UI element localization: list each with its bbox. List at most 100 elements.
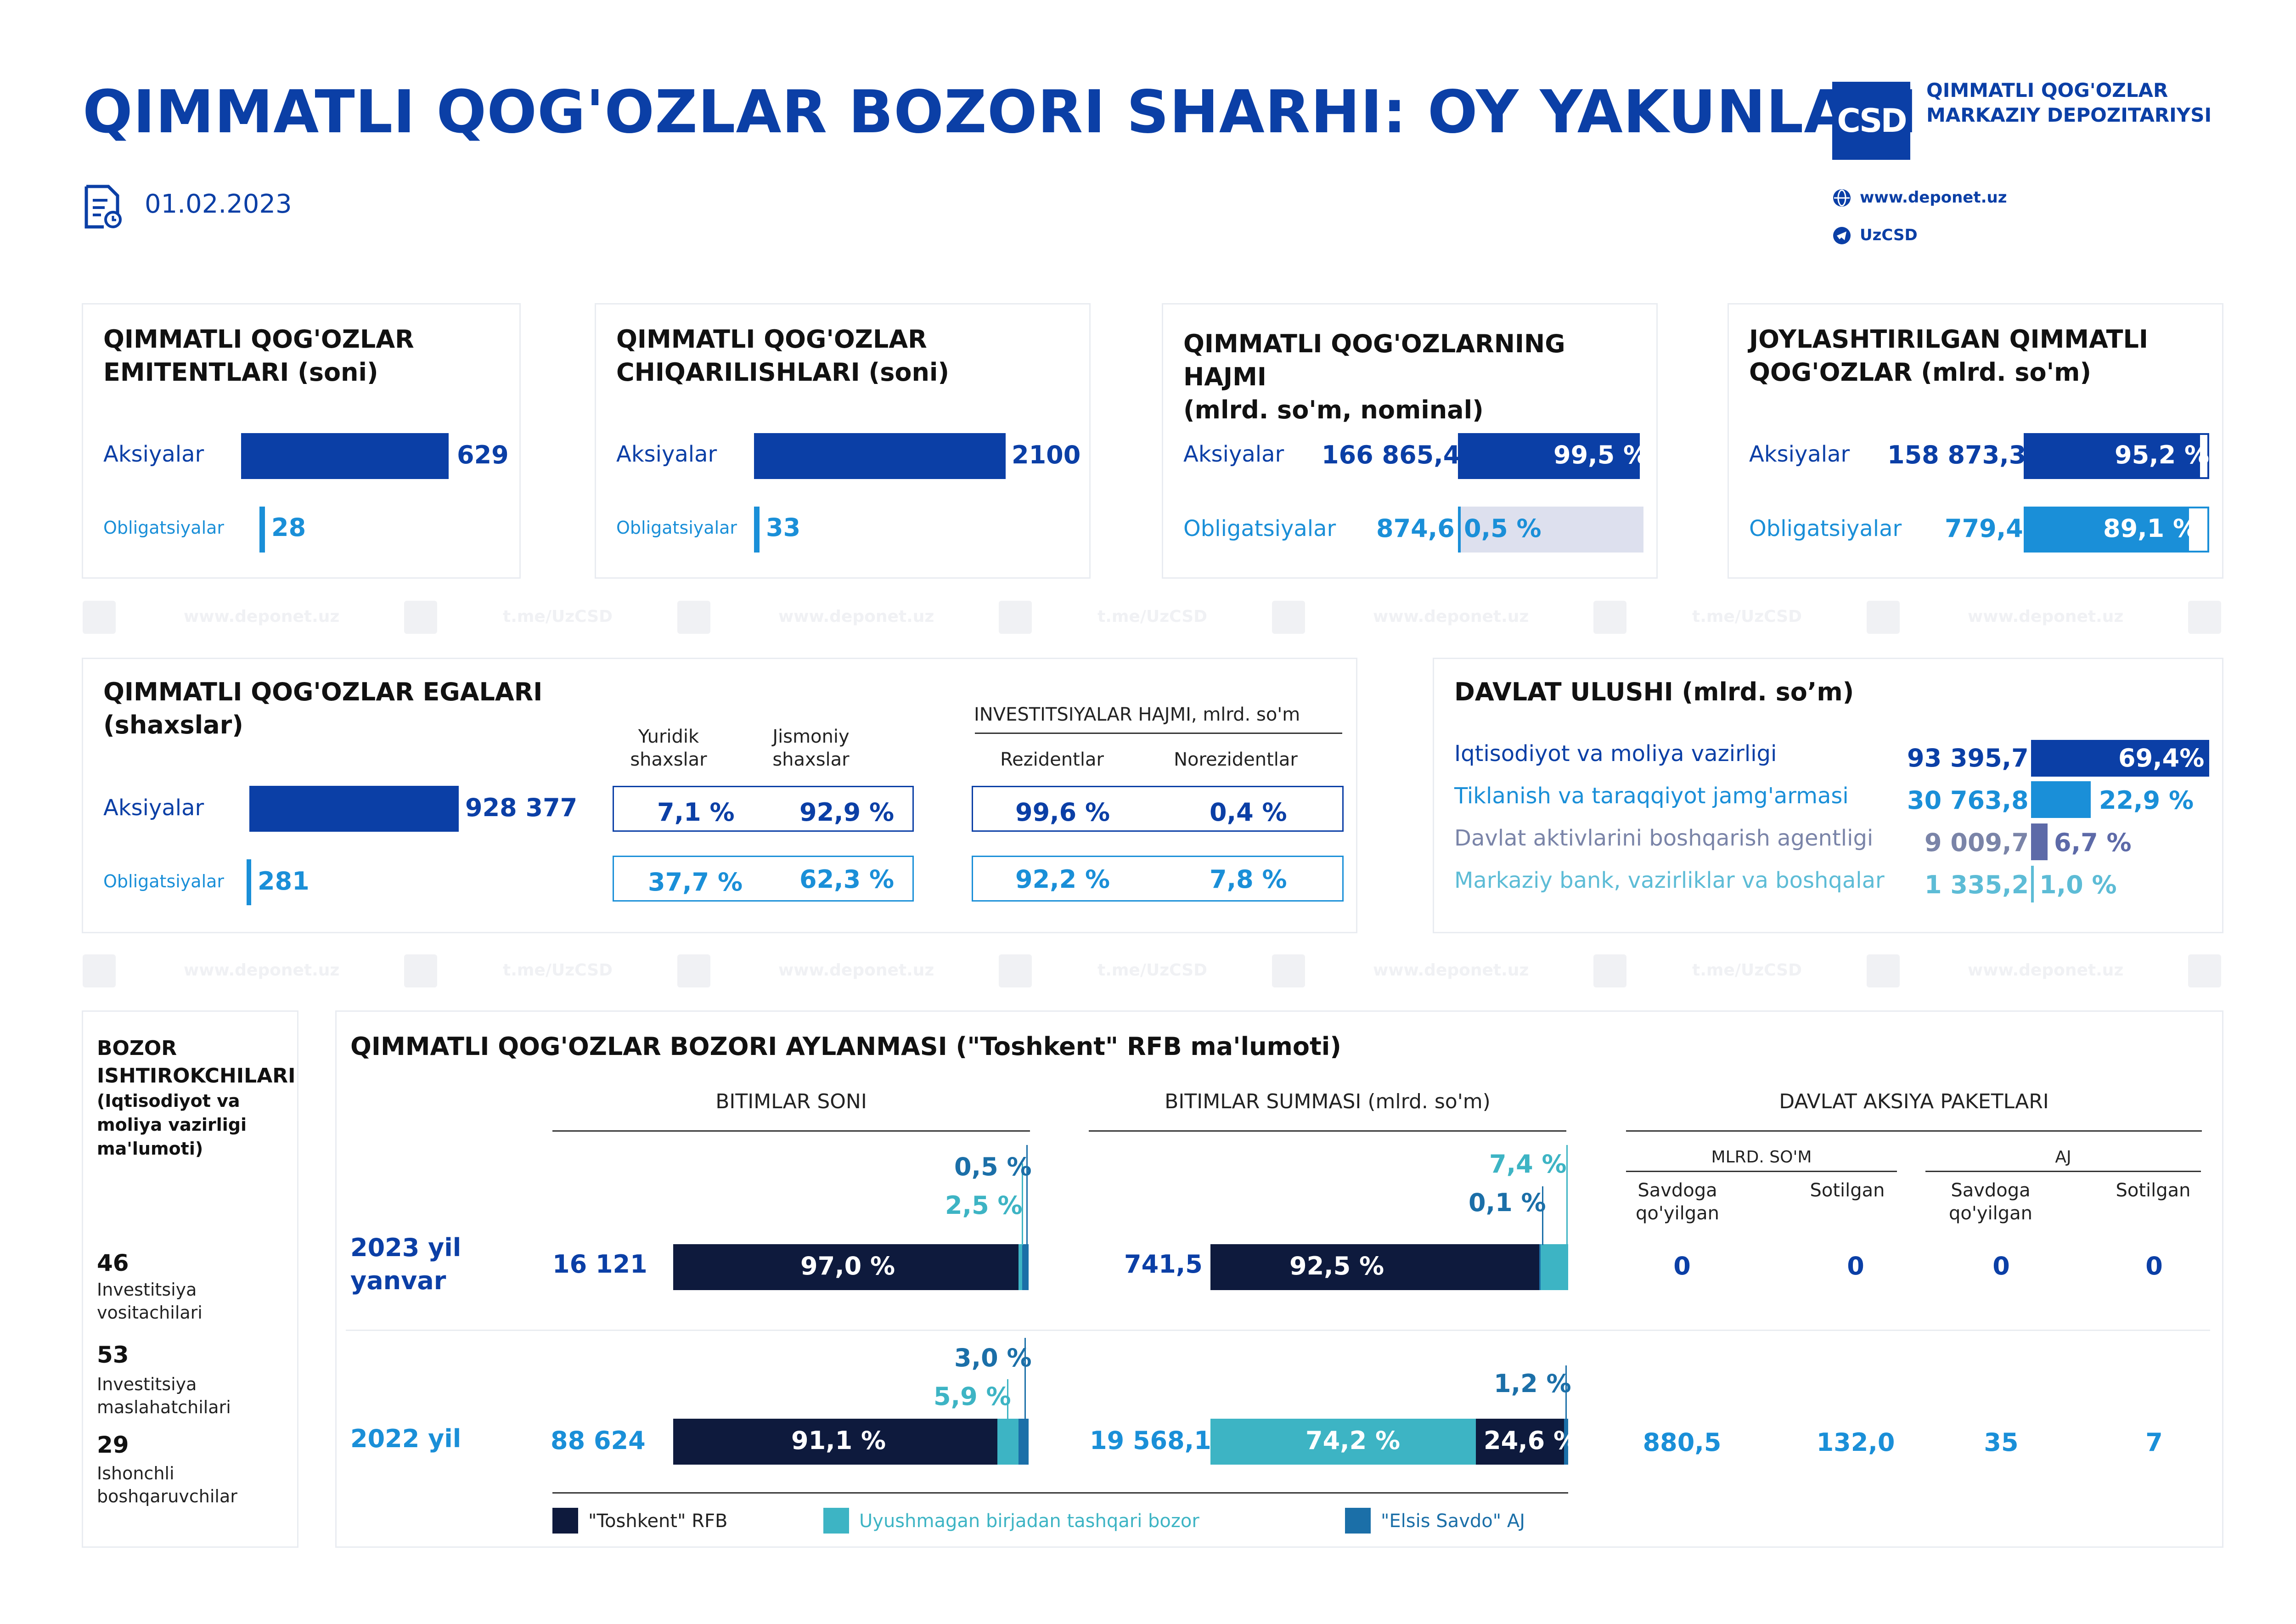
website-link[interactable]: www.deponet.uz <box>1860 188 2007 207</box>
legend-swatch-elsis <box>1345 1508 1371 1534</box>
owners-bonds-value: 281 <box>258 867 310 896</box>
report-date: 01.02.2023 <box>145 189 292 219</box>
org-name-line2: MARKAZIY DEPOZITARIYSI <box>1926 104 2212 126</box>
state-row-bar <box>2031 740 2209 777</box>
owners-shares-legal: 7,1 % <box>657 798 735 827</box>
state-aj-offered: 0 <box>1992 1252 2010 1280</box>
col-offered-header: Savdoga qo'yilgan <box>1635 1180 1719 1224</box>
sum-otc-pct: 74,2 % <box>1306 1426 1401 1455</box>
placed-bonds-value: 779,4 <box>1945 514 2023 543</box>
state-row-bar <box>2031 781 2091 818</box>
legend-rule <box>552 1492 1568 1494</box>
state-aj-offered: 35 <box>1984 1428 2019 1457</box>
callout-line <box>1022 1163 1023 1245</box>
section-rule <box>1089 1130 1566 1132</box>
card-title: QIMMATLI QOG'OZLAR CHIQARILISHLARI (soni) <box>616 325 950 387</box>
count-elsis-pct: 0,5 % <box>954 1152 1032 1181</box>
placed-card: JOYLASHTIRILGAN QIMMATLI QOG'OZLAR (mlrd.… <box>1728 303 2223 579</box>
participants-card: BOZOR ISHTIROKCHILARI (Iqtisodiyot va moli… <box>82 1010 298 1548</box>
col-physical-header: Jismoniy shaxslar <box>772 726 850 770</box>
state-row-label: Davlat aktivlarini boshqarish agentligi <box>1454 825 1874 851</box>
count-elsis-bar <box>1022 1244 1029 1290</box>
col-legal-header: Yuridik shaxslar <box>630 726 707 770</box>
count-elsis-bar <box>1019 1419 1029 1465</box>
sub-rule <box>1626 1171 1897 1172</box>
participant-count: 29 <box>97 1432 129 1458</box>
volume-shares-value: 166 865,4 <box>1322 440 1461 469</box>
investment-header-rule <box>975 733 1342 734</box>
count-main-pct: 91,1 % <box>791 1426 886 1455</box>
deal-count: 88 624 <box>551 1426 646 1455</box>
callout-line <box>1566 1145 1568 1245</box>
state-row-label: Iqtisodiyot va moliya vazirligi <box>1454 741 1777 767</box>
placed-shares-bar <box>2024 433 2200 479</box>
owners-bonds-resident: 92,2 % <box>1015 865 1110 894</box>
col-offered-header: Savdoga qo'yilgan <box>1948 1180 2032 1224</box>
owners-bonds-nonresident: 7,8 % <box>1210 865 1287 894</box>
col-sold-header: Sotilgan <box>2116 1180 2191 1201</box>
investment-header: INVESTITSIYALAR HAJMI, mlrd. so'm <box>974 704 1300 725</box>
state-row-value: 9 009,7 <box>1925 828 2029 857</box>
callout-line <box>1007 1379 1008 1420</box>
deal-count: 16 121 <box>552 1250 647 1279</box>
owners-shares-inv-box <box>972 786 1344 832</box>
sum-main-bar <box>1210 1244 1539 1290</box>
sub-rule <box>1925 1171 2201 1172</box>
issues-bonds-bar <box>754 507 760 553</box>
telegram-link[interactable]: UzCSD <box>1860 226 1918 244</box>
state-aj-sold: 7 <box>2145 1428 2163 1457</box>
state-mlrd-offered: 880,5 <box>1643 1428 1722 1457</box>
sum-otc-pct: 7,4 % <box>1489 1150 1567 1179</box>
participant-label: Investitsiya maslahatchilari <box>97 1374 231 1417</box>
sum-main-bar <box>1476 1419 1564 1465</box>
state-row-pct: 22,9 % <box>2099 786 2194 815</box>
row-label-bonds: Obligatsiyalar <box>103 871 225 891</box>
section-state-packages: DAVLAT AKSIYA PAKETLARI <box>1779 1090 2049 1113</box>
count-otc-pct: 5,9 % <box>934 1382 1011 1411</box>
callout-line <box>1024 1338 1026 1420</box>
issuers-card: QIMMATLI QOG'OZLAR EMITENTLARI (soni) Aks… <box>82 303 521 579</box>
sum-elsis-pct: 0,1 % <box>1469 1188 1546 1217</box>
state-row-bar <box>2031 823 2048 860</box>
card-title: QIMMATLI QOG'OZLAR EMITENTLARI (soni) <box>103 325 414 387</box>
volume-shares-bar <box>1458 433 1640 479</box>
issuers-bonds-bar <box>259 507 265 553</box>
volume-bonds-pct: 0,5 % <box>1464 514 1542 543</box>
count-otc-pct: 2,5 % <box>945 1191 1023 1220</box>
row-label-bonds: Obligatsiyalar <box>103 518 225 538</box>
participant-count: 46 <box>97 1250 129 1276</box>
legend-label-otc: Uyushmagan birjadan tashqari bozor <box>859 1511 1199 1532</box>
section-deal-count: BITIMLAR SONI <box>715 1090 867 1113</box>
participant-label: Investitsiya vositachilari <box>97 1280 203 1323</box>
sum-elsis-bar <box>1539 1244 1541 1290</box>
placed-shares-value: 158 873,3 <box>1887 440 2026 469</box>
count-main-bar <box>673 1244 1019 1290</box>
owners-shares-value: 928 377 <box>465 793 578 822</box>
owners-bonds-bar <box>247 859 251 905</box>
owners-shares-legal-box <box>613 786 914 832</box>
volume-card: QIMMATLI QOG'OZLARNING HAJMI (mlrd. so'm,… <box>1162 303 1658 579</box>
volume-shares-pct: 99,5 % <box>1553 440 1649 469</box>
sub-header-mlrd: MLRD. SO'M <box>1711 1148 1812 1167</box>
owners-bonds-inv-box <box>972 856 1344 902</box>
owners-bonds-physical: 62,3 % <box>799 865 895 894</box>
count-elsis-pct: 3,0 % <box>954 1343 1032 1372</box>
issuers-shares-value: 629 <box>457 440 509 469</box>
legend-swatch-otc <box>823 1508 849 1534</box>
placed-bonds-bar <box>2024 507 2189 553</box>
org-name-line1: QIMMATLI QOG'OZLAR <box>1926 79 2168 102</box>
issuers-bonds-value: 28 <box>271 513 306 542</box>
legend-label-main: "Toshkent" RFB <box>588 1511 728 1532</box>
issuers-shares-bar <box>241 433 449 479</box>
state-aj-sold: 0 <box>2145 1252 2163 1280</box>
row-separator <box>346 1330 2210 1331</box>
card-title: JOYLASHTIRILGAN QIMMATLI QOG'OZLAR (mlrd.… <box>1749 325 2148 387</box>
globe-icon <box>1832 188 1851 208</box>
row-label-bonds: Obligatsiyalar <box>1749 516 1902 541</box>
issues-shares-bar <box>754 433 1006 479</box>
participant-label: Ishonchli boshqaruvchilar <box>97 1463 237 1506</box>
period-label: 2023 yil yanvar <box>350 1233 461 1295</box>
sum-otc-bar <box>1541 1244 1568 1290</box>
section-rule <box>1626 1130 2202 1132</box>
sub-header-aj: AJ <box>2055 1148 2071 1167</box>
